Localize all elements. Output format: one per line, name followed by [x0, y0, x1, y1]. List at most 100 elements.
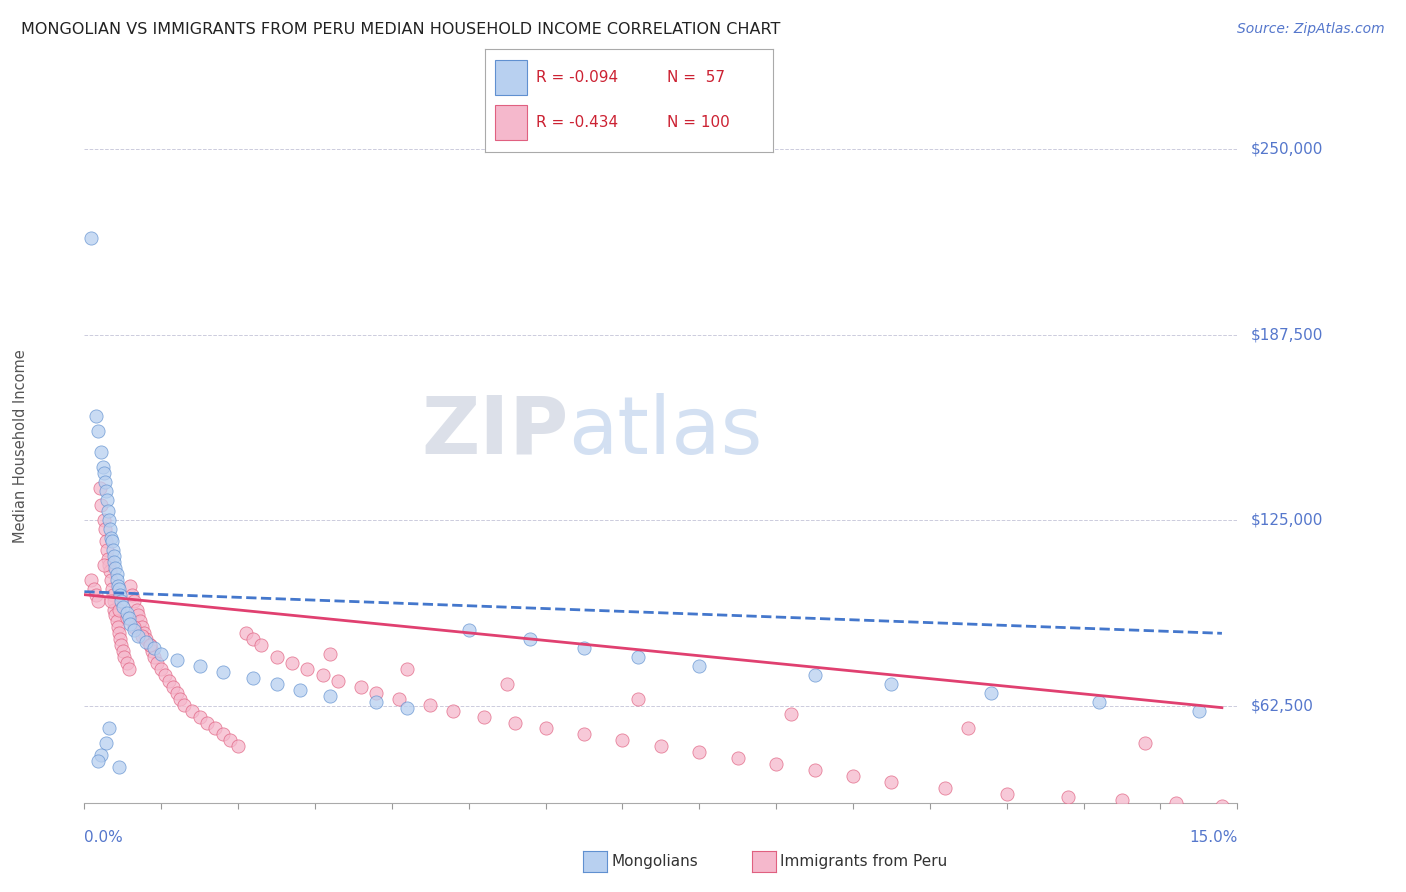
Point — [100, 593, 122, 607]
Point — [107, 573, 129, 587]
Point — [108, 626, 131, 640]
Point — [166, 686, 188, 700]
Point — [107, 579, 129, 593]
Point — [519, 632, 541, 647]
Point — [266, 677, 288, 691]
Point — [366, 686, 388, 700]
Point — [150, 662, 173, 676]
Point — [765, 757, 787, 772]
Point — [103, 593, 125, 607]
Point — [124, 593, 146, 607]
Point — [91, 459, 114, 474]
Point — [419, 698, 441, 712]
Point — [441, 704, 464, 718]
Point — [79, 573, 101, 587]
Point — [1057, 789, 1080, 804]
Point — [124, 620, 146, 634]
Point — [118, 611, 141, 625]
Point — [96, 492, 118, 507]
Point — [108, 602, 131, 616]
Point — [94, 483, 117, 498]
Point — [93, 558, 115, 572]
Point — [97, 552, 120, 566]
Point — [311, 668, 333, 682]
Point — [129, 615, 152, 629]
Point — [153, 668, 176, 682]
Point — [87, 754, 110, 768]
Point — [188, 659, 211, 673]
Point — [111, 644, 134, 658]
Point — [125, 602, 148, 616]
Point — [142, 641, 165, 656]
Point — [226, 739, 249, 754]
Point — [127, 608, 149, 623]
Point — [112, 650, 135, 665]
Point — [100, 573, 122, 587]
Point — [96, 543, 118, 558]
Point — [108, 760, 131, 774]
Point — [101, 582, 124, 596]
Point — [110, 593, 132, 607]
Point — [957, 722, 980, 736]
Point — [173, 698, 195, 712]
Point — [108, 582, 131, 596]
Point — [83, 582, 105, 596]
Point — [396, 662, 419, 676]
Point — [97, 722, 120, 736]
Point — [84, 588, 107, 602]
Point — [142, 650, 165, 665]
Text: 0.0%: 0.0% — [84, 830, 124, 845]
Text: 15.0%: 15.0% — [1189, 830, 1237, 845]
Text: Immigrants from Peru: Immigrants from Peru — [780, 855, 948, 869]
Point — [131, 629, 153, 643]
Point — [107, 620, 129, 634]
Point — [94, 522, 117, 536]
Point — [934, 780, 956, 795]
Point — [211, 727, 233, 741]
Text: R = -0.094: R = -0.094 — [536, 70, 617, 86]
Text: atlas: atlas — [568, 392, 763, 471]
Point — [135, 632, 157, 647]
Point — [250, 638, 273, 652]
Bar — [495, 105, 527, 140]
Point — [1211, 798, 1233, 813]
Point — [105, 615, 128, 629]
Point — [138, 638, 160, 652]
Text: $187,500: $187,500 — [1251, 327, 1323, 342]
Point — [94, 475, 117, 489]
Point — [100, 522, 122, 536]
Point — [880, 677, 903, 691]
Text: R = -0.434: R = -0.434 — [536, 115, 617, 130]
Point — [980, 686, 1002, 700]
Text: N =  57: N = 57 — [666, 70, 724, 86]
Point — [727, 751, 749, 765]
Point — [162, 680, 184, 694]
Point — [118, 662, 141, 676]
Point — [627, 650, 650, 665]
Point — [97, 558, 120, 572]
Point — [242, 632, 264, 647]
Point — [138, 638, 160, 652]
Point — [120, 617, 142, 632]
Point — [211, 665, 233, 679]
Point — [134, 626, 156, 640]
Point — [266, 650, 288, 665]
Point — [101, 543, 124, 558]
Text: $125,000: $125,000 — [1251, 513, 1323, 528]
Point — [115, 611, 138, 625]
Point — [100, 564, 122, 578]
Point — [87, 593, 110, 607]
Point — [503, 715, 526, 730]
Point — [103, 602, 125, 616]
Text: ZIP: ZIP — [422, 392, 568, 471]
Point — [880, 775, 903, 789]
Text: Median Household Income: Median Household Income — [14, 349, 28, 543]
Point — [90, 499, 112, 513]
Point — [166, 653, 188, 667]
Point — [627, 691, 650, 706]
Point — [803, 763, 825, 777]
Point — [110, 638, 132, 652]
Point — [104, 561, 127, 575]
Point — [396, 700, 419, 714]
Point — [842, 769, 865, 783]
